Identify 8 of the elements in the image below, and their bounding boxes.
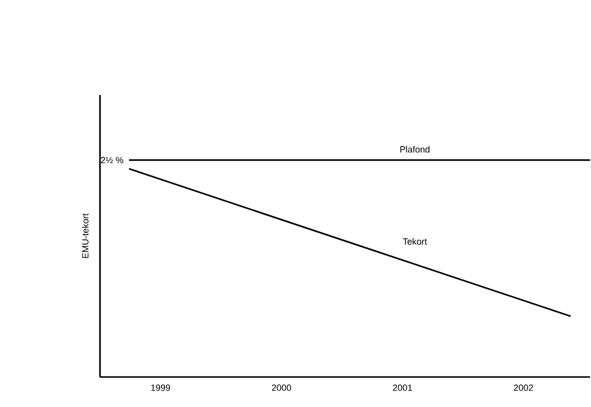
y-axis-title: EMU-tekort xyxy=(82,213,88,258)
x-tick-label: 1999 xyxy=(151,384,170,391)
series-label: Plafond xyxy=(400,146,430,153)
x-tick-label: 2000 xyxy=(272,384,292,391)
x-tick-label: 2002 xyxy=(514,384,533,391)
series-label: Tekort xyxy=(402,238,427,245)
x-tick-label: 2001 xyxy=(392,384,412,391)
annotation: 2½ % xyxy=(101,156,124,164)
